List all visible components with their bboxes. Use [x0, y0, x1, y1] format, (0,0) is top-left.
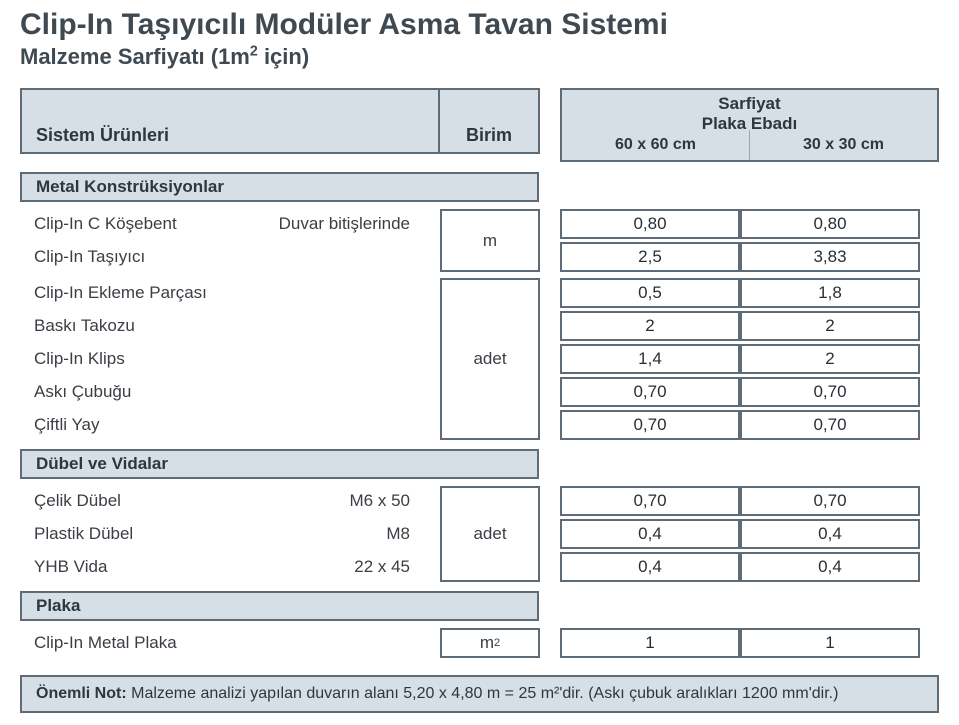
- value-cell: 3,83: [740, 242, 920, 272]
- group2-title: Dübel ve Vidalar: [20, 449, 539, 479]
- value-cell: 0,70: [740, 410, 920, 440]
- value-cell: 1: [560, 628, 740, 658]
- row-name: Çiftli Yay: [34, 415, 100, 435]
- group1-adet-row-label: Çiftli Yay: [20, 410, 440, 440]
- value-cell: 0,70: [740, 377, 920, 407]
- group1-m-row-label: Clip-In C Köşebent Duvar bitişlerinde: [20, 209, 440, 239]
- table-header-row: Sistem Ürünleri Birim Sarfiyat Plaka Eba…: [20, 88, 939, 162]
- group3-unit: m2: [440, 628, 540, 658]
- group2-header-row: Dübel ve Vidalar: [20, 449, 939, 479]
- group3-row-label: Clip-In Metal Plaka: [20, 628, 440, 658]
- row-extra: 22 x 45: [354, 557, 440, 577]
- row-name: Clip-In Metal Plaka: [34, 633, 177, 653]
- value-cell: 0,70: [740, 486, 920, 516]
- value-cell: 0,4: [560, 552, 740, 582]
- group1-m-block: Clip-In C KöşebentDuvar bitişlerindeClip…: [20, 206, 939, 275]
- group2-row-label: Plastik Dübel M8: [20, 519, 440, 549]
- row-name: Plastik Dübel: [34, 524, 133, 544]
- value-cell: 2: [740, 344, 920, 374]
- value-cell: 1,4: [560, 344, 740, 374]
- group1-unit-m: m: [440, 209, 540, 272]
- header-right: Sarfiyat Plaka Ebadı 60 x 60 cm 30 x 30 …: [560, 88, 939, 162]
- row-name: Çelik Dübel: [34, 491, 121, 511]
- group1-adet-block: Clip-In Ekleme Parçası Baskı Takozu Clip-I…: [20, 275, 939, 443]
- header-system-products: Sistem Ürünleri: [20, 88, 440, 154]
- page-title: Clip-In Taşıyıcılı Modüler Asma Tavan Si…: [20, 8, 939, 42]
- row-extra: M6 x 50: [350, 491, 440, 511]
- group1-adet-row-label: Clip-In Klips: [20, 344, 440, 374]
- value-cell: 0,70: [560, 377, 740, 407]
- value-cell: 0,70: [560, 410, 740, 440]
- row-name: Clip-In C Köşebent: [34, 214, 177, 234]
- group1-adet-row-label: Askı Çubuğu: [20, 377, 440, 407]
- group3-title: Plaka: [20, 591, 539, 621]
- group2-unit-adet: adet: [440, 486, 540, 582]
- row-name: Clip-In Ekleme Parçası: [34, 283, 207, 303]
- header-right-line1: Sarfiyat: [562, 94, 937, 114]
- group1-m-row-label: Clip-In Taşıyıcı: [20, 242, 440, 272]
- note-text: Malzeme analizi yapılan duvarın alanı 5,…: [127, 685, 839, 702]
- group2-row-label: YHB Vida 22 x 45: [20, 552, 440, 582]
- group2-block: Çelik Dübel M6 x 50 Plastik Dübel M8 YHB Vid…: [20, 483, 939, 585]
- group2-row-label: Çelik Dübel M6 x 50: [20, 486, 440, 516]
- row-name: Baskı Takozu: [34, 316, 135, 336]
- group3-unit-pre: m: [480, 633, 494, 653]
- header-unit: Birim: [440, 88, 540, 154]
- page: Clip-In Taşıyıcılı Modüler Asma Tavan Si…: [0, 0, 959, 725]
- value-cell: 2,5: [560, 242, 740, 272]
- subtitle-post: için): [258, 44, 309, 69]
- group1-adet-row-label: Baskı Takozu: [20, 311, 440, 341]
- value-cell: 2: [560, 311, 740, 341]
- value-cell: 0,5: [560, 278, 740, 308]
- row-name: Clip-In Taşıyıcı: [34, 247, 145, 267]
- row-extra: Duvar bitişlerinde: [279, 214, 440, 234]
- page-subtitle: Malzeme Sarfiyatı (1m2 için): [20, 44, 939, 70]
- value-cell: 0,80: [740, 209, 920, 239]
- group3-header-row: Plaka: [20, 591, 939, 621]
- value-cell: 1: [740, 628, 920, 658]
- value-cell: 2: [740, 311, 920, 341]
- header-col2: 30 x 30 cm: [749, 130, 937, 160]
- row-name: Askı Çubuğu: [34, 382, 131, 402]
- value-cell: 0,80: [560, 209, 740, 239]
- group1-header-row: Metal Konstrüksiyonlar: [20, 172, 939, 202]
- note-box: Önemli Not: Malzeme analizi yapılan duva…: [20, 675, 939, 713]
- row-name: YHB Vida: [34, 557, 107, 577]
- row-extra: M8: [386, 524, 440, 544]
- value-cell: 0,4: [560, 519, 740, 549]
- row-name: Clip-In Klips: [34, 349, 125, 369]
- header-col1: 60 x 60 cm: [562, 130, 749, 160]
- group1-unit-adet: adet: [440, 278, 540, 440]
- group1-title: Metal Konstrüksiyonlar: [20, 172, 539, 202]
- header-right-top: Sarfiyat Plaka Ebadı: [560, 88, 939, 130]
- value-cell: 1,8: [740, 278, 920, 308]
- value-cell: 0,4: [740, 552, 920, 582]
- subtitle-pre: Malzeme Sarfiyatı (1m: [20, 44, 250, 69]
- value-cell: 0,4: [740, 519, 920, 549]
- group3-block: Clip-In Metal Plaka m2 1 1: [20, 625, 939, 661]
- subtitle-sup: 2: [250, 44, 258, 60]
- group1-adet-row-label: Clip-In Ekleme Parçası: [20, 278, 440, 308]
- value-cell: 0,70: [560, 486, 740, 516]
- note-bold: Önemli Not:: [36, 685, 127, 702]
